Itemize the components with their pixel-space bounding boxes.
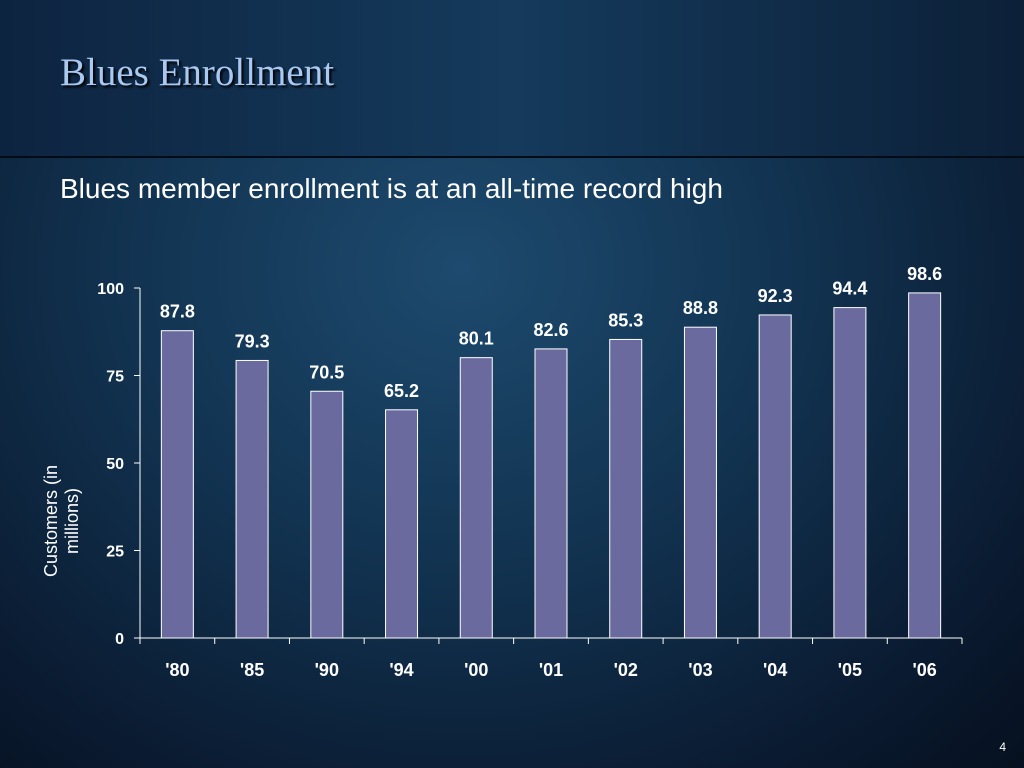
x-tick-label: '02: [614, 660, 638, 680]
value-label: 87.8: [160, 302, 195, 322]
value-label: 98.6: [907, 264, 942, 284]
value-label: 94.4: [832, 279, 867, 299]
bar: [683, 326, 717, 639]
x-tick-label: '00: [464, 660, 488, 680]
x-tick-label: '04: [763, 660, 787, 680]
x-tick-label: '05: [838, 660, 862, 680]
bar: [609, 338, 643, 639]
x-tick-label: '90: [315, 660, 339, 680]
value-label: 85.3: [608, 310, 643, 330]
value-label: 70.5: [309, 362, 344, 382]
y-tick-label: 25: [106, 544, 124, 561]
slide-title: Blues Enrollment: [60, 51, 335, 94]
y-tick-label: 100: [97, 281, 124, 298]
bar: [385, 409, 419, 639]
page-number: 4: [999, 740, 1006, 754]
y-tick-label: 50: [106, 456, 124, 473]
x-tick-label: '06: [912, 660, 936, 680]
y-tick-label: 0: [115, 631, 124, 648]
bar: [833, 307, 867, 639]
value-label: 88.8: [683, 298, 718, 318]
x-tick-label: '85: [240, 660, 264, 680]
value-label: 80.1: [459, 329, 494, 349]
x-tick-label: '03: [688, 660, 712, 680]
subtitle: Blues member enrollment is at an all-tim…: [60, 173, 723, 204]
bar: [758, 314, 792, 639]
bar: [459, 357, 493, 639]
y-tick-label: 75: [106, 369, 124, 386]
value-label: 82.6: [533, 320, 568, 340]
bar: [908, 292, 942, 639]
x-tick-label: '01: [539, 660, 563, 680]
x-tick-label: '80: [165, 660, 189, 680]
bar: [160, 330, 194, 639]
value-label: 92.3: [758, 286, 793, 306]
header-band: [0, 0, 1024, 158]
bar: [310, 390, 344, 639]
bar: [235, 359, 269, 639]
value-label: 79.3: [235, 331, 270, 351]
value-label: 65.2: [384, 381, 419, 401]
bar: [534, 348, 568, 639]
x-tick-label: '94: [389, 660, 413, 680]
